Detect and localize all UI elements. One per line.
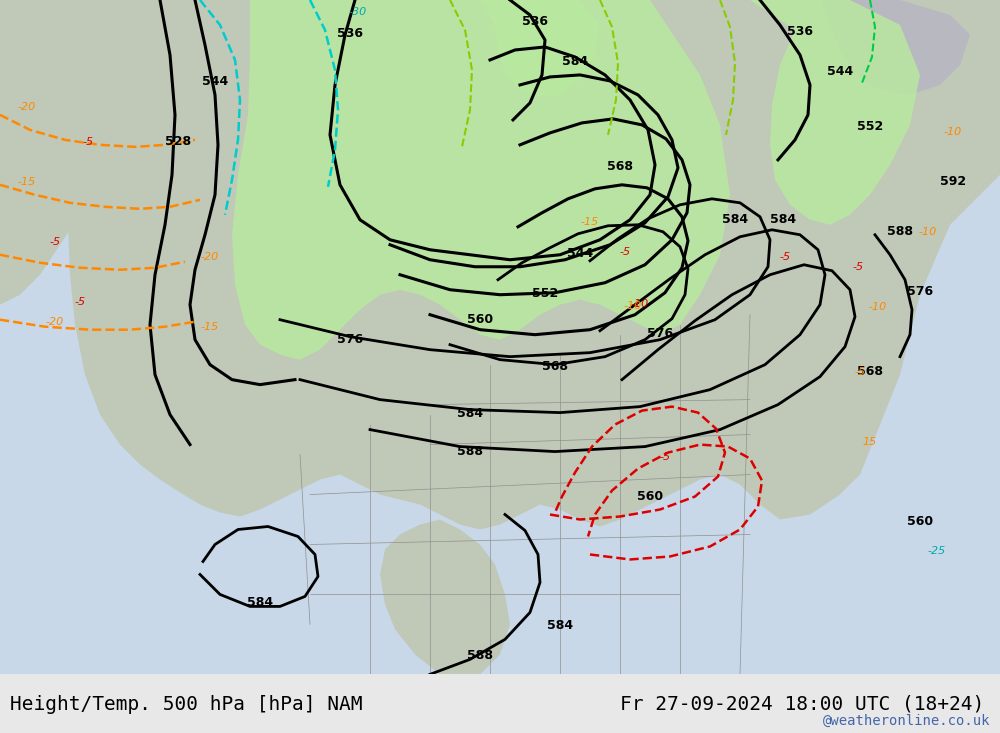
Polygon shape	[750, 0, 920, 225]
Text: 15: 15	[863, 437, 877, 446]
Text: @weatheronline.co.uk: @weatheronline.co.uk	[822, 715, 990, 729]
Text: 568: 568	[542, 360, 568, 372]
Text: 544: 544	[827, 65, 853, 78]
Text: -10: -10	[624, 301, 642, 311]
Text: -15: -15	[581, 217, 599, 226]
Text: 588: 588	[887, 225, 913, 237]
Text: -5: -5	[49, 237, 61, 247]
Text: -5: -5	[852, 262, 864, 272]
Polygon shape	[480, 0, 600, 97]
Text: -20: -20	[18, 102, 36, 112]
Text: 552: 552	[532, 287, 558, 300]
Text: -5: -5	[74, 297, 86, 306]
Text: 552: 552	[857, 120, 883, 133]
Text: 584: 584	[457, 407, 483, 419]
Text: 584: 584	[770, 213, 796, 226]
Polygon shape	[68, 0, 1000, 529]
Text: -10: -10	[919, 226, 937, 237]
Text: -10: -10	[631, 299, 649, 309]
Text: -20: -20	[46, 317, 64, 327]
Text: 588: 588	[457, 445, 483, 457]
Text: -5: -5	[619, 247, 631, 257]
Text: 560: 560	[467, 313, 493, 325]
Text: 584: 584	[547, 619, 573, 633]
Text: -5: -5	[659, 452, 671, 462]
Text: Height/Temp. 500 hPa [hPa] NAM: Height/Temp. 500 hPa [hPa] NAM	[10, 695, 362, 714]
Text: 544: 544	[567, 247, 593, 259]
Text: 576: 576	[337, 333, 363, 346]
Polygon shape	[232, 0, 730, 360]
Text: -20: -20	[201, 251, 219, 262]
Text: -5: -5	[854, 366, 866, 377]
Text: 568: 568	[857, 364, 883, 377]
Polygon shape	[0, 0, 120, 305]
Text: 588: 588	[467, 649, 493, 663]
Text: 584: 584	[722, 213, 748, 226]
Text: 536: 536	[787, 25, 813, 38]
Text: -15: -15	[18, 177, 36, 187]
Text: 568: 568	[607, 160, 633, 173]
Text: -25: -25	[928, 547, 946, 556]
Text: -30: -30	[349, 7, 367, 17]
Text: -5: -5	[82, 137, 94, 147]
Text: 560: 560	[637, 490, 663, 503]
Text: 592: 592	[940, 175, 966, 188]
Text: -5: -5	[779, 251, 791, 262]
Polygon shape	[380, 520, 510, 674]
Text: -10: -10	[944, 127, 962, 137]
Text: 536: 536	[522, 15, 548, 28]
Polygon shape	[820, 0, 970, 95]
Text: -10: -10	[869, 302, 887, 312]
Text: 584: 584	[247, 597, 273, 609]
Text: 576: 576	[907, 284, 933, 298]
Text: 528: 528	[165, 135, 191, 148]
Text: 544: 544	[202, 75, 228, 88]
Text: 584: 584	[562, 55, 588, 68]
Text: 560: 560	[907, 515, 933, 528]
Text: -15: -15	[201, 322, 219, 332]
Text: 536: 536	[337, 27, 363, 40]
Text: 576: 576	[647, 327, 673, 339]
Text: Fr 27-09-2024 18:00 UTC (18+24): Fr 27-09-2024 18:00 UTC (18+24)	[620, 695, 984, 714]
